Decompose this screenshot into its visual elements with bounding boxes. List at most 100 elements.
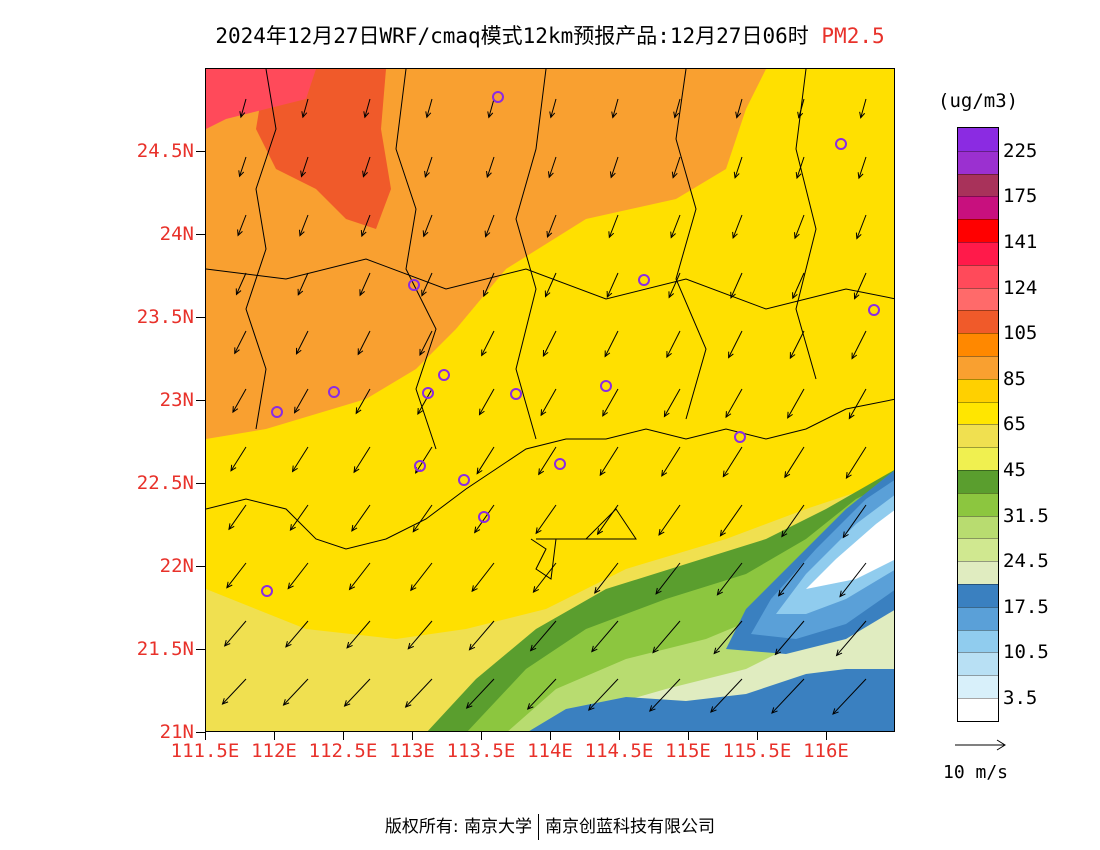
lat-tick	[196, 732, 205, 733]
wind-arrow-icon	[474, 504, 495, 534]
station-marker-icon	[554, 458, 566, 470]
color-bar-segment	[958, 492, 998, 516]
station-marker-icon	[328, 386, 340, 398]
map-canvas	[206, 69, 894, 731]
color-bar-label: 225	[1003, 139, 1038, 162]
wind-arrow-icon	[238, 156, 247, 178]
color-bar-label: 17.5	[1003, 595, 1049, 618]
color-bar-segment	[958, 287, 998, 311]
wind-arrow-icon	[599, 446, 619, 477]
lat-label: 23.5N	[136, 306, 194, 328]
wind-arrow-icon	[343, 678, 371, 707]
color-bar-segment	[958, 173, 998, 197]
wind-arrow-icon	[363, 98, 371, 119]
copyright-org-1: 南京大学	[464, 817, 533, 837]
wind-arrow-icon	[611, 98, 619, 119]
wind-arrow-icon	[346, 620, 371, 649]
lat-label: 21.5N	[136, 638, 194, 660]
color-bar-label: 3.5	[1003, 687, 1038, 709]
station-marker-icon	[478, 511, 490, 523]
wind-arrow-icon	[794, 214, 805, 240]
wind-arrow-icon	[713, 620, 743, 655]
station-marker-icon	[438, 369, 450, 381]
wind-arrow-icon	[594, 562, 619, 594]
wind-arrow-icon	[842, 504, 867, 539]
lon-tick	[688, 732, 689, 740]
wind-arrow-icon	[604, 330, 619, 358]
wind-arrow-icon	[649, 678, 681, 712]
wind-arrow-icon	[546, 214, 557, 239]
color-bar-label: 45	[1003, 459, 1026, 481]
color-bar-segment	[958, 310, 998, 334]
station-marker-icon	[408, 279, 420, 291]
wind-arrow-icon	[661, 446, 681, 477]
admin-boundaries	[206, 69, 894, 580]
wind-arrow-icon	[487, 98, 495, 119]
wind-arrow-icon	[596, 504, 619, 536]
wind-arrow-icon	[362, 156, 371, 178]
wind-arrow-icon	[412, 504, 433, 533]
wind-arrow-icon	[483, 272, 495, 298]
wind-arrow-icon	[728, 330, 743, 359]
wind-arrow-icon	[732, 214, 743, 239]
wind-arrow-icon	[671, 156, 681, 179]
wind-arrow-icon	[360, 214, 371, 238]
legend-unit: (ug/m3)	[938, 90, 1019, 112]
color-bar-segment	[958, 196, 998, 220]
concentration-field	[206, 69, 894, 731]
wind-arrow-icon	[839, 562, 867, 598]
wind-arrow-icon	[853, 272, 867, 300]
map-title: 2024年12月27日WRF/cmaq模式12km预报产品:12月27日06时 …	[0, 20, 1100, 50]
wind-arrow-icon	[835, 620, 867, 657]
color-bar-label: 141	[1003, 231, 1038, 253]
station-marker-icon	[638, 274, 650, 286]
station-marker-icon	[510, 388, 522, 400]
wind-arrow-icon	[710, 678, 743, 713]
color-bar-label: 175	[1003, 185, 1038, 208]
wind-arrow-icon	[289, 504, 309, 532]
lat-label: 22N	[159, 555, 194, 577]
wind-arrow-icon	[417, 388, 433, 416]
station-marker-icon	[600, 380, 612, 392]
lon-tick	[550, 732, 551, 740]
color-bar-segment	[958, 333, 998, 356]
lon-label: 111.5E	[170, 740, 240, 762]
color-bar-segment	[958, 264, 998, 288]
pm25-map	[205, 68, 895, 732]
station-marker-icon	[835, 138, 847, 150]
station-marker-icon	[734, 431, 746, 443]
wind-arrow-icon	[478, 388, 495, 416]
lon-label: 112.5E	[308, 740, 378, 762]
wind-arrow-icon	[234, 330, 247, 355]
wind-arrow-icon	[221, 678, 247, 705]
wind-arrow-icon	[652, 620, 681, 654]
lon-label: 113E	[389, 740, 435, 762]
lon-tick	[274, 732, 275, 740]
wind-arrow-icon	[655, 562, 681, 595]
wind-arrow-icon	[297, 272, 309, 296]
wind-arrow-icon	[351, 504, 371, 532]
wind-arrow-icon	[355, 388, 371, 415]
wind-arrow-icon	[725, 388, 743, 419]
color-bar-segment	[958, 128, 998, 151]
lon-tick	[826, 732, 827, 740]
lon-label: 114.5E	[584, 740, 654, 762]
color-bar-segment	[958, 515, 998, 539]
color-bar-label: 10.5	[1003, 641, 1049, 664]
wind-arrow-icon	[529, 620, 557, 652]
wind-arrow-icon	[848, 388, 867, 420]
wind-arrow-icon	[792, 272, 805, 300]
wind-arrow-icon	[471, 562, 495, 593]
lat-tick	[196, 317, 205, 318]
title-main: 2024年12月27日WRF/cmaq模式12km预报产品:12月27日06时	[215, 24, 809, 48]
lon-label: 115.5E	[722, 740, 792, 762]
wind-arrow-icon	[538, 446, 557, 476]
lon-tick	[412, 732, 413, 740]
wind-arrow-icon	[859, 98, 867, 119]
wind-arrow-icon	[609, 156, 619, 179]
wind-arrow-icon	[424, 156, 433, 178]
wind-arrow-icon	[285, 620, 309, 648]
lon-tick	[343, 732, 344, 740]
lat-tick	[196, 400, 205, 401]
wind-arrow-icon	[668, 272, 681, 299]
